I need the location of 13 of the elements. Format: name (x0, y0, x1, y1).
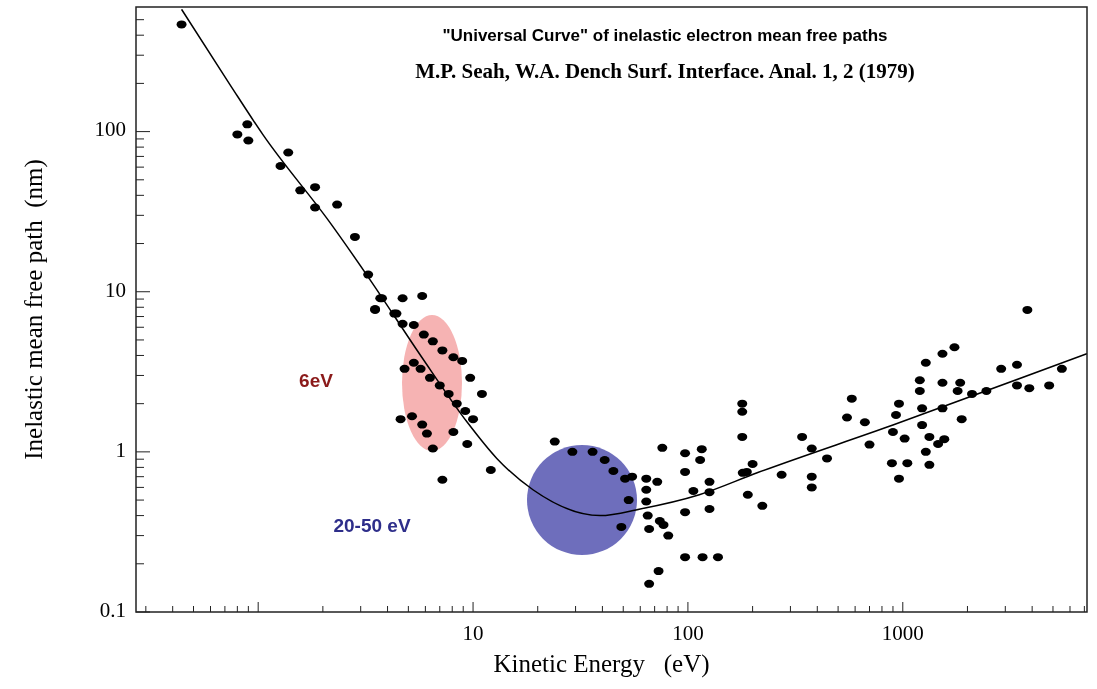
x-tick-label: 1000 (881, 621, 924, 645)
annotation: 6eV (299, 370, 334, 392)
y-tick-label: 100 (94, 117, 126, 142)
annotation: 20-50 eV (333, 515, 411, 537)
y-tick-label: 10 (105, 277, 126, 302)
text: M.P. Seah, W.A. Dench Surf. Interface. Anal. 1, 2 (1979) (415, 59, 915, 83)
y-tick-label: 1 (115, 437, 126, 462)
text: "Universal Curve" of inelastic electron mean free paths (442, 26, 888, 45)
x-tick-label: 10 (462, 621, 484, 645)
x-axis-title: Kinetic Energy (eV) (493, 650, 710, 678)
x-tick-label: 100 (672, 621, 704, 645)
y-axis-title: Inelastic mean free path (nm) (20, 159, 48, 460)
y-tick-label: 0.1 (99, 597, 126, 622)
